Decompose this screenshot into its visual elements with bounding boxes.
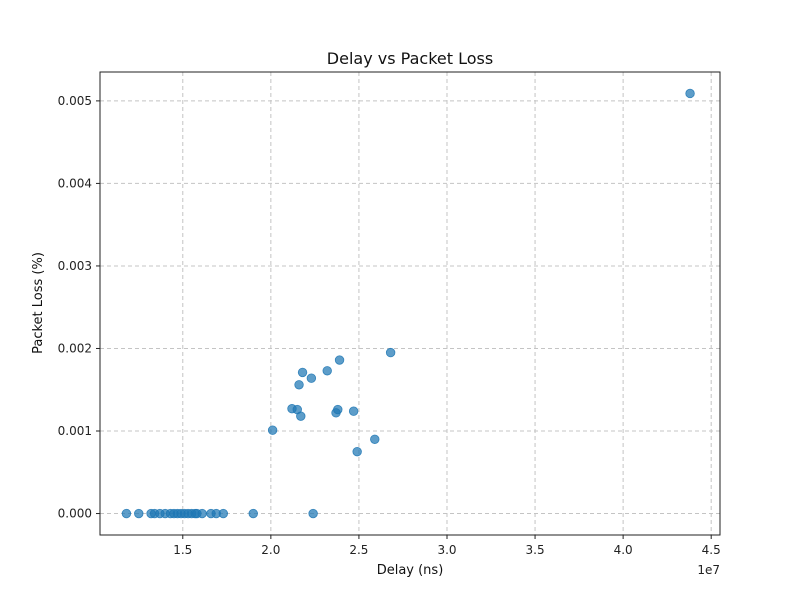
data-points [121,88,695,519]
data-point [322,366,332,376]
x-axis-label: Delay (ns) [377,563,444,578]
chart-title: Delay vs Packet Loss [327,49,493,68]
data-point [218,508,228,519]
data-point [294,380,304,390]
y-tick-label: 0.002 [58,341,92,355]
data-point [308,508,318,519]
data-point [348,406,359,416]
data-point [333,404,343,415]
y-tick-label: 0.001 [58,424,92,438]
data-point [296,411,306,421]
data-point [197,508,207,519]
x-tick-label: 3.0 [437,543,456,557]
x-axis-ticks: 1.5 2.0 2.5 3.0 3.5 4.0 4.5 [173,535,721,557]
y-tick-label: 0.004 [58,176,92,190]
y-tick-label: 0.000 [58,507,92,521]
data-point [306,373,317,383]
y-axis-ticks: 0.000 0.001 0.002 0.003 0.004 0.005 [58,94,100,521]
x-tick-label: 3.5 [526,543,545,557]
plot-frame [99,71,721,536]
data-point [385,347,396,358]
data-point [334,355,345,365]
x-tick-label: 4.0 [614,543,633,557]
x-tick-label: 2.0 [261,543,280,557]
grid-lines [100,72,720,535]
data-point [685,88,695,99]
data-point [248,508,258,519]
data-point [370,434,380,444]
x-axis-offset-label: 1e7 [697,563,720,577]
data-point [297,367,308,378]
x-tick-label: 4.5 [702,543,721,557]
data-point [352,446,362,457]
x-tick-label: 1.5 [173,543,192,557]
data-point [121,508,132,519]
y-tick-label: 0.005 [58,94,92,108]
data-point [267,425,278,435]
y-tick-label: 0.003 [58,259,92,273]
y-axis-label: Packet Loss (%) [31,252,46,354]
data-point [134,508,144,519]
x-tick-label: 2.5 [349,543,368,557]
